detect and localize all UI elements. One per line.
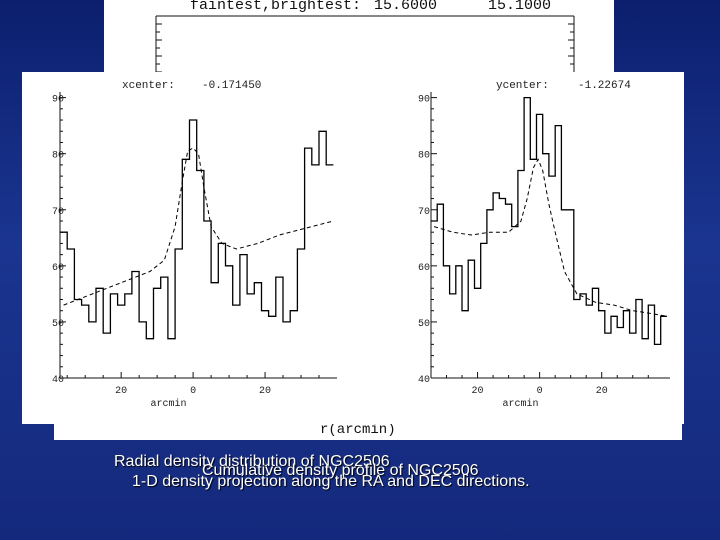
- plot2-y-tick-label: 60: [418, 263, 430, 274]
- caption-projection: 1-D density projection along the RA and …: [132, 473, 530, 490]
- back-plot-bottom: r(arcmin): [54, 420, 682, 440]
- plot2-y-tick-label: 80: [418, 151, 430, 162]
- plot1-title: xcenter:: [122, 80, 175, 92]
- faintest-brightest-label: faintest,brightest:: [190, 0, 362, 14]
- plot2-y-tick-label: 90: [418, 95, 430, 106]
- plot1-y-tick-label: 50: [52, 319, 64, 330]
- plot1-title-value: -0.171450: [202, 80, 261, 92]
- plot1-y-tick-label: 90: [52, 95, 64, 106]
- plot1-x-tick-label: 20: [115, 386, 127, 397]
- plot1-y-tick-label: 70: [52, 207, 64, 218]
- plot1-x-axis-label: arcmin: [150, 398, 186, 410]
- caption-cumulative: Cumulative density profile of NGC2506: [202, 462, 479, 479]
- plot2-x-tick-label: 20: [472, 386, 484, 397]
- plot2-fit-curve: [433, 158, 667, 317]
- front-plot-panel: xcenter: -0.171450 40 50 60 70 80 90 20 0 20 arcmin…: [22, 72, 684, 424]
- plot2-title-value: -1.22674: [578, 80, 631, 92]
- plot1-histogram-line: [60, 119, 334, 340]
- plot2-x-axis-label: arcmin: [502, 398, 538, 410]
- caption-radial: Radial density distribution of NGC2506: [114, 453, 390, 470]
- plot2-y-tick-label: 70: [418, 207, 430, 218]
- density-projection-plots: xcenter: -0.171450 40 50 60 70 80 90 20 0 20 arcmin…: [52, 80, 670, 410]
- plot2-histogram-line: [431, 96, 667, 346]
- plot2-title: ycenter:: [496, 80, 549, 92]
- back-plot-panel: faintest,brightest: 15.6000 15.1000: [104, 0, 614, 80]
- plot2-y-tick-label: 50: [418, 319, 430, 330]
- plot1-x-tick-label: 20: [259, 386, 271, 397]
- plot1-y-tick-label: 40: [52, 375, 64, 386]
- plot1-x-tick-label: 0: [190, 386, 196, 397]
- plot1-y-tick-label: 60: [52, 263, 64, 274]
- brightest-value: 15.1000: [488, 0, 552, 14]
- plot2-x-tick-label: 0: [537, 386, 543, 397]
- plot1-fit-curve: [63, 147, 334, 306]
- plot2-y-tick-label: 40: [418, 375, 430, 386]
- plot1-y-tick-label: 80: [52, 151, 64, 162]
- back-xlabel: r(arcmin): [320, 422, 396, 438]
- plot2-x-tick-label: 20: [596, 386, 608, 397]
- faintest-value: 15.6000: [374, 0, 438, 14]
- back-plot-frame: [155, 15, 575, 80]
